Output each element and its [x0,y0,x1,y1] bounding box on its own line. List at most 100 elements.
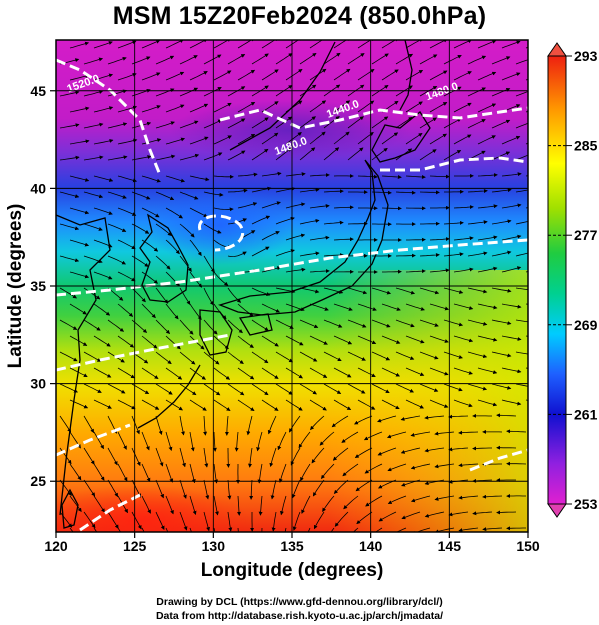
wind-streamline [107,89,128,97]
wind-streamline [525,271,528,273]
wind-streamline [429,174,450,179]
wind-streamline [165,207,183,219]
wind-streamline [165,495,174,515]
contour-1520 [56,58,162,176]
wind-streamline [371,116,389,129]
wind-streamline [165,367,183,380]
wind-streamline [237,399,255,411]
wind-streamline [117,138,138,145]
wind-streamline [285,202,306,209]
wind-streamline [320,463,335,480]
wind-streamline [226,448,231,468]
wind-streamline [410,495,431,503]
colorbar-tick-label: 253 [574,496,598,512]
wind-streamline [458,430,479,435]
wind-streamline [227,351,244,364]
wind-streamline [301,495,311,514]
wind-streamline [353,527,359,532]
wind-streamline [261,266,282,273]
wind-streamline [309,269,330,274]
wind-streamline [261,231,280,241]
wind-streamline [275,319,294,329]
x-tick-label: 135 [280,538,304,554]
wind-streamline [333,100,351,113]
wind-streamline [83,90,104,97]
wind-streamline [472,446,492,451]
wind-streamline [323,351,342,362]
wind-streamline [251,246,270,257]
wind-streamline [333,335,353,345]
wind-streamline [93,335,111,347]
kyushu-coast [199,309,233,356]
wind-streamline [107,255,126,265]
wind-streamline [477,266,498,273]
wind-streamline [419,351,439,360]
wind-streamline [515,122,528,129]
wind-streamline [93,138,114,145]
wind-streamline [93,303,111,316]
wind-streamline [419,319,439,327]
cold-core-shade [145,185,295,265]
wind-streamline [363,431,383,441]
y-tick-label: 45 [30,83,46,99]
wind-streamline [501,266,522,273]
wind-streamline [285,69,303,81]
wind-streamline [261,40,279,49]
wind-streamline [189,71,208,81]
wind-streamline [155,479,164,499]
wind-streamline [179,55,198,65]
wind-streamline [405,399,425,409]
contour-sw [79,493,141,532]
wind-streamline [357,335,377,345]
wind-streamline [307,527,311,532]
wind-streamline [515,91,528,97]
wind-streamline [189,175,210,182]
wind-streamline [491,250,512,257]
wind-streamline [165,40,184,49]
wind-streamline [155,287,169,304]
wind-streamline [333,367,352,378]
wind-streamline [377,447,397,456]
wind-streamline [323,319,343,328]
wind-streamline [213,102,232,113]
wind-streamline [299,251,320,257]
wind-streamline [443,319,464,327]
honshu-coast [218,159,389,316]
wind-streamline [333,205,354,210]
wind-streamline [357,367,376,377]
wind-streamline [179,479,187,499]
wind-streamline [429,303,450,311]
wind-streamline [141,40,161,49]
wind-streamline [117,207,137,216]
wind-streamline [333,399,352,411]
wind-streamline [458,463,479,468]
wind-streamline [332,447,349,461]
wind-streamline [501,303,522,309]
wind-streamline [93,367,112,378]
wind-streamline [386,431,407,439]
wind-streamline [165,239,180,255]
wind-streamline [261,367,279,379]
wind-streamline [69,175,90,182]
wind-streamline [275,116,293,129]
wind-streamline [323,189,344,194]
wind-streamline [249,479,254,500]
wind-streamline [59,90,80,97]
wind-streamline [251,215,271,225]
wind-streamline [246,415,253,436]
wind-streamline [378,511,397,522]
x-tick-label: 140 [359,538,383,554]
wind-streamline [155,154,176,161]
wind-streamline [395,287,416,295]
wind-streamline [371,147,388,161]
wind-streamline [261,132,279,145]
wind-streamline [117,527,121,532]
wind-streamline [501,203,522,209]
wind-streamline [59,123,80,129]
wind-streamline [310,415,325,431]
wind-streamline [395,351,415,360]
wind-streamline [267,415,277,435]
wind-streamline [83,223,103,231]
wind-streamline [189,239,202,257]
